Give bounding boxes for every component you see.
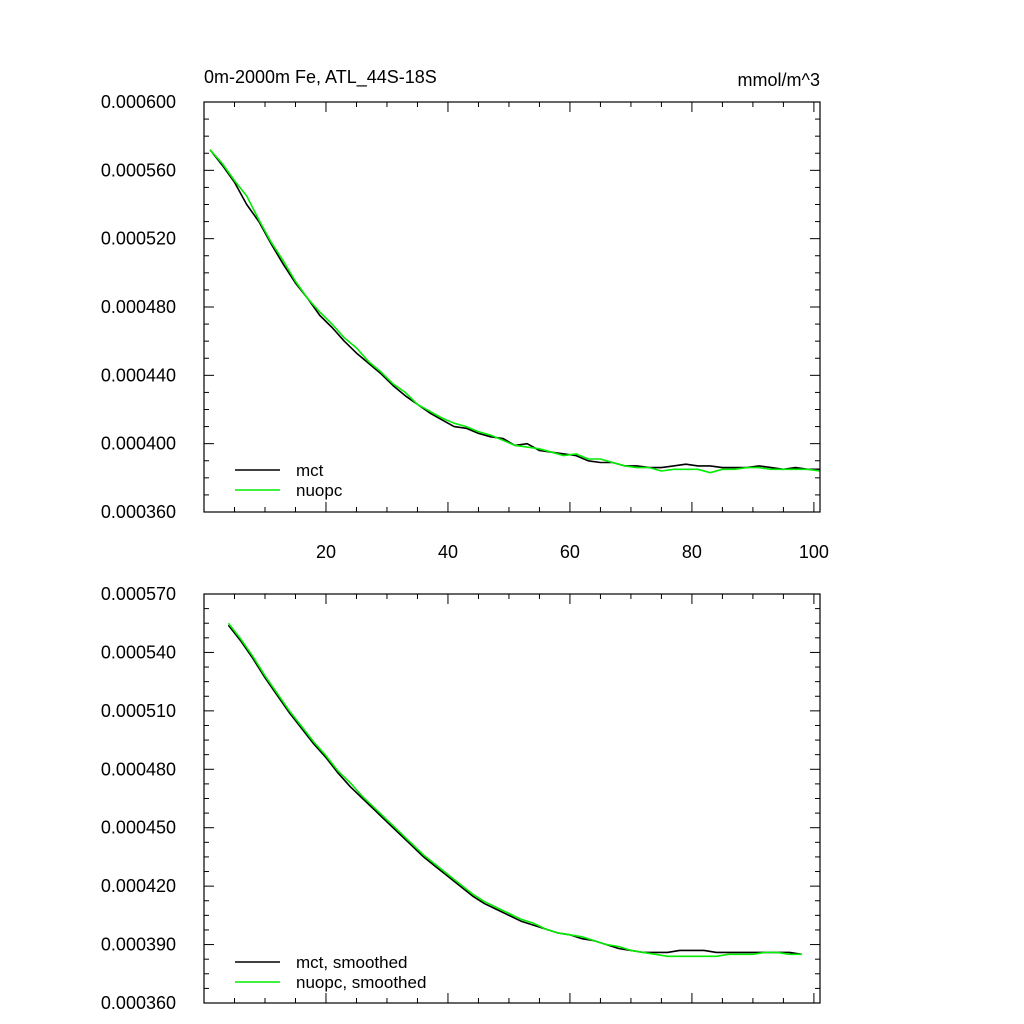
legend-label-mct: mct [296,461,324,480]
series-line-mct-smoothed [227,624,802,956]
series-lines [209,149,821,474]
y-tick-label: 0.000360 [101,502,176,522]
y-tick-label: 0.000390 [101,935,176,955]
y-tick-label: 0.000510 [101,701,176,721]
units-label: mmol/m^3 [738,70,820,90]
x-tick-label: 60 [560,542,580,562]
bottom-chart-panel: 0.000360 0.000390 0.000420 0.000450 0.000480… [101,584,821,1013]
y-tick-label: 0.000440 [101,365,176,385]
legend: mct, smoothed nuopc, smoothed [235,953,426,992]
x-tick-label: 80 [682,542,702,562]
axis-ticks [204,101,820,513]
y-tick-label: 0.000540 [101,642,176,662]
y-tick-label: 0.000560 [101,160,176,180]
y-tick-label: 0.000400 [101,434,176,454]
series-line-nuopc [209,149,821,474]
y-tick-label: 0.000520 [101,229,176,249]
y-tick-label: 0.000600 [101,92,176,112]
x-tick-label: 40 [438,542,458,562]
chart-title: 0m-2000m Fe, ATL_44S-18S [204,67,437,88]
y-axis-tick-labels: 0.000360 0.000400 0.000440 0.000480 0.000520… [101,92,176,522]
series-line-mct [209,149,820,471]
top-chart-panel: 0m-2000m Fe, ATL_44S-18S mmol/m^3 0.0003… [101,67,829,562]
y-tick-label: 0.000450 [101,818,176,838]
y-tick-label: 0.000480 [101,759,176,779]
series-lines [227,622,802,958]
legend: mct nuopc [235,461,343,500]
plot-frame [203,101,821,513]
y-tick-label: 0.000420 [101,876,176,896]
y-axis-tick-labels: 0.000360 0.000390 0.000420 0.000450 0.000480… [101,584,176,1013]
x-axis-tick-labels: 20 40 60 80 100 [316,542,829,562]
y-tick-label: 0.000360 [101,993,176,1013]
legend-label-mct-smoothed: mct, smoothed [296,953,408,972]
x-tick-label: 20 [316,542,336,562]
axis-ticks [204,593,820,1004]
y-tick-label: 0.000480 [101,297,176,317]
y-tick-label: 0.000570 [101,584,176,604]
plot-frame [203,593,821,1004]
legend-label-nuopc: nuopc [296,481,343,500]
series-line-nuopc-smoothed [227,622,802,958]
legend-label-nuopc-smoothed: nuopc, smoothed [296,973,426,992]
x-tick-label: 100 [799,542,829,562]
